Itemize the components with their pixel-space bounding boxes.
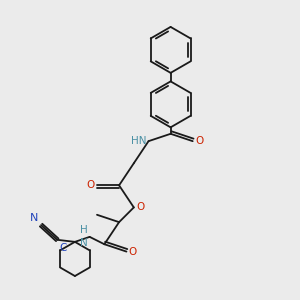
Text: O: O <box>129 247 137 256</box>
Text: H: H <box>80 224 88 235</box>
Text: O: O <box>136 202 144 212</box>
Text: O: O <box>195 136 203 146</box>
Text: N: N <box>30 213 38 223</box>
Text: O: O <box>86 180 94 190</box>
Text: C: C <box>60 243 67 253</box>
Text: HN: HN <box>131 136 146 146</box>
Text: N: N <box>80 238 88 248</box>
